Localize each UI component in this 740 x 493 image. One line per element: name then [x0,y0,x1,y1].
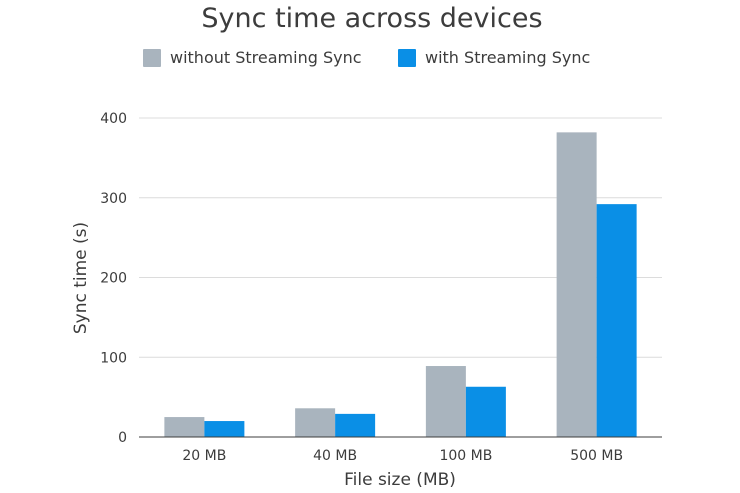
y-tick-label: 200 [100,271,127,287]
bars [164,132,637,438]
y-tick-label: 300 [100,191,127,207]
legend-label-with: with Streaming Sync [425,48,590,67]
x-tick-label: 100 MB [439,448,492,464]
legend-swatch-without [143,49,161,67]
y-tick-label: 400 [100,111,127,127]
y-axis-ticks: 0 100 200 300 400 [100,111,127,446]
bar-with-streaming-sync [204,421,245,437]
chart-title: Sync time across devices [201,3,542,34]
legend: without Streaming Sync with Streaming Sy… [143,48,590,67]
bar-without-streaming-sync [295,408,336,437]
x-axis-title: File size (MB) [344,470,456,490]
y-tick-label: 0 [118,430,127,446]
y-tick-label: 100 [100,350,127,366]
legend-label-without: without Streaming Sync [170,48,362,67]
x-tick-label: 40 MB [313,448,357,464]
bar-with-streaming-sync [596,204,637,437]
legend-swatch-with [398,49,416,67]
bar-with-streaming-sync [335,413,376,437]
y-axis-title: Sync time (s) [71,222,91,334]
bar-without-streaming-sync [164,417,205,437]
x-tick-label: 20 MB [182,448,226,464]
x-tick-label: 500 MB [570,448,623,464]
x-axis-ticks: 20 MB 40 MB 100 MB 500 MB [182,448,623,464]
bar-without-streaming-sync [556,132,597,438]
bar-without-streaming-sync [425,366,466,437]
bar-with-streaming-sync [465,386,506,437]
